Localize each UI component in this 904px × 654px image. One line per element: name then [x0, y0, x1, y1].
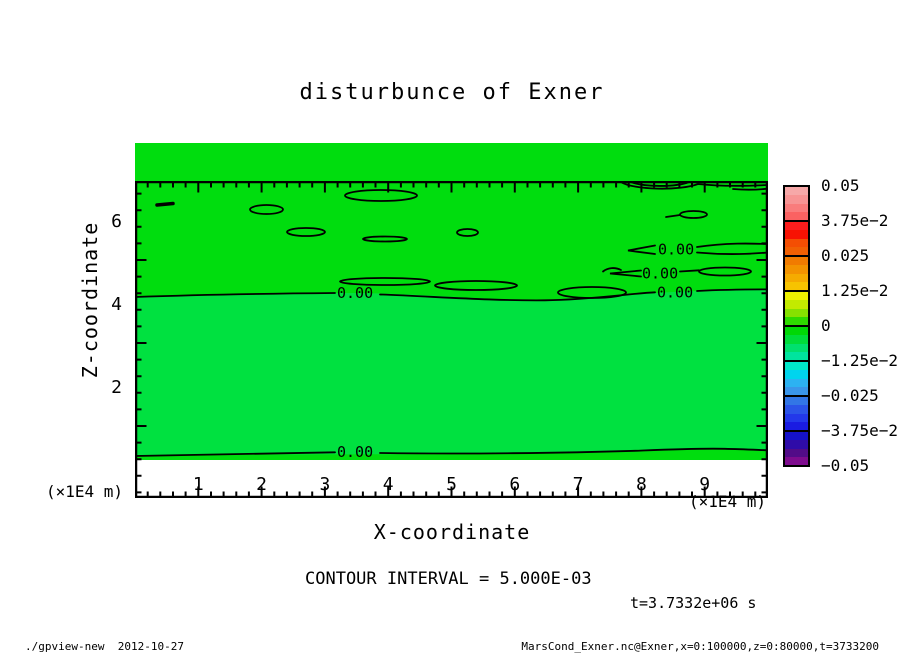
colorbar-tick-label: −1.25e−2	[821, 350, 899, 370]
colorbar-step	[785, 211, 808, 220]
colorbar-step	[785, 222, 808, 231]
colorbar-step	[785, 230, 808, 239]
time-annotation: t=3.7332e+06 s	[630, 594, 757, 612]
x-tick-label: 7	[572, 474, 584, 495]
colorbar-tick-label: −0.025	[821, 385, 879, 405]
footer-command: ./gpview-new 2012-10-27	[25, 640, 184, 653]
contour-level-labels: 0.00 0.00 0.00 0.00 0.00	[337, 241, 694, 462]
x-axis-unit-left: (×1E4 m)	[46, 482, 124, 501]
colorbar-segment	[783, 220, 810, 257]
plot-area: 0.00 0.00 0.00 0.00 0.00	[135, 143, 768, 498]
colorbar-step	[785, 195, 808, 204]
colorbar-segment	[783, 325, 810, 362]
colorbar-step	[785, 308, 808, 317]
colorbar-step	[785, 273, 808, 282]
x-tick-label: 1	[192, 474, 204, 495]
x-tick-label: 4	[382, 474, 394, 495]
colorbar-step	[785, 187, 808, 196]
colorbar-segment	[783, 185, 810, 222]
plot-border	[135, 181, 768, 498]
x-tick-label: 8	[635, 474, 647, 495]
colorbar	[783, 185, 810, 467]
x-tick-label: 2	[256, 474, 268, 495]
chart-title: disturbunce of Exner	[299, 80, 605, 105]
zero-band-fill	[135, 289, 768, 456]
colorbar-step	[785, 292, 808, 301]
colorbar-step	[785, 327, 808, 336]
colorbar-step	[785, 413, 808, 422]
colorbar-segment	[783, 360, 810, 397]
colorbar-step	[785, 370, 808, 379]
colorbar-tick-label: −0.05	[821, 455, 870, 475]
contour-label: 0.00	[337, 443, 373, 461]
x-tick-label: 5	[446, 474, 457, 495]
footer-datasource: MarsCond_Exner.nc@Exner,x=0:100000,z=0:8…	[521, 640, 879, 653]
colorbar-step	[785, 432, 808, 441]
contour-label: 0.00	[657, 284, 693, 302]
colorbar-step	[785, 421, 808, 430]
colorbar-tick-label: 3.75e−2	[821, 210, 889, 230]
x-axis-unit-right: (×1E4 m)	[689, 492, 767, 511]
colorbar-step	[785, 343, 808, 352]
colorbar-step	[785, 405, 808, 414]
z-tick-label: 6	[111, 211, 122, 232]
colorbar-step	[785, 246, 808, 255]
colorbar-step	[785, 386, 808, 395]
contour-interval-note: CONTOUR INTERVAL = 5.000E-03	[305, 569, 592, 589]
z-tick-label: 2	[111, 377, 122, 398]
colorbar-segment	[783, 290, 810, 327]
contour-label: 0.00	[658, 241, 694, 259]
colorbar-tick-label: 0	[821, 315, 831, 335]
colorbar-step	[785, 257, 808, 266]
colorbar-segment	[783, 255, 810, 292]
colorbar-step	[785, 300, 808, 309]
x-axis-title: X-coordinate	[373, 520, 531, 544]
colorbar-step	[785, 335, 808, 344]
colorbar-step	[785, 448, 808, 457]
colorbar-segment	[783, 430, 810, 467]
contour-label: 0.00	[337, 284, 373, 302]
colorbar-step	[785, 378, 808, 387]
colorbar-step	[785, 456, 808, 465]
colorbar-tick-label: −3.75e−2	[821, 420, 899, 440]
colorbar-step	[785, 203, 808, 212]
colorbar-step	[785, 238, 808, 247]
contour-label: 0.00	[642, 265, 678, 283]
colorbar-step	[785, 362, 808, 371]
x-tick-label: 9	[699, 474, 711, 495]
colorbar-step	[785, 351, 808, 360]
colorbar-step	[785, 265, 808, 274]
colorbar-segment	[783, 395, 810, 432]
x-tick-label: 3	[319, 474, 331, 495]
colorbar-step	[785, 316, 808, 325]
colorbar-tick-label: 0.05	[821, 175, 860, 195]
colorbar-tick-label: 1.25e−2	[821, 280, 889, 300]
axis-ticks	[136, 182, 767, 497]
colorbar-step	[785, 397, 808, 406]
contour-plot-canvas: 0.00 0.00 0.00 0.00 0.00	[135, 181, 768, 498]
colorbar-step	[785, 281, 808, 290]
x-tick-label: 6	[509, 474, 521, 495]
zero-contour-lines	[135, 181, 768, 457]
z-tick-label: 4	[111, 294, 122, 315]
colorbar-step	[785, 440, 808, 449]
colorbar-tick-label: 0.025	[821, 245, 870, 265]
